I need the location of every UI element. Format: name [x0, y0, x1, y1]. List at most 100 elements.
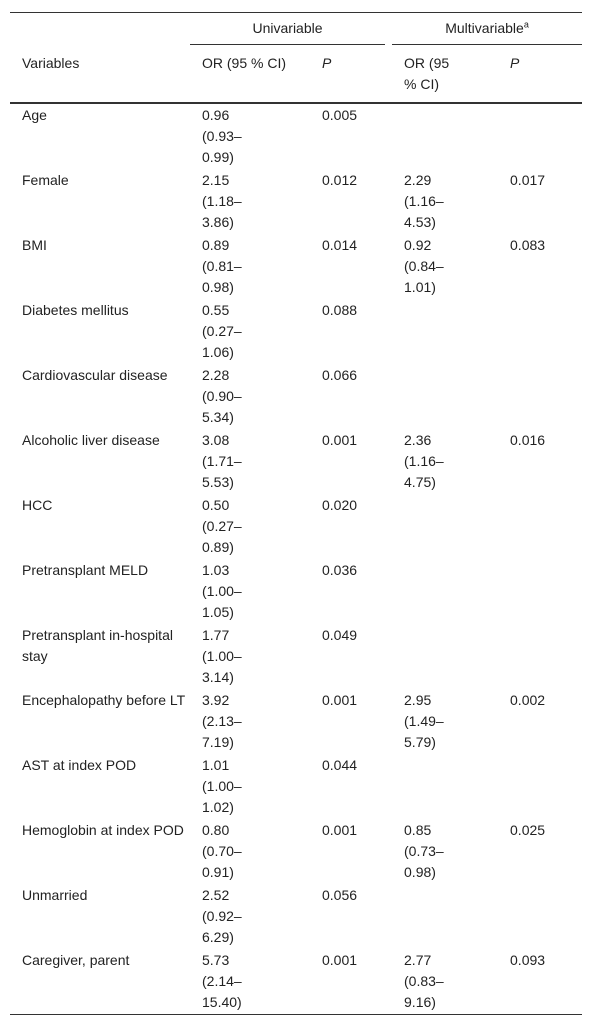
table-cell: Cardiovascular disease — [22, 367, 168, 383]
table-cell: 0.014 — [322, 237, 358, 253]
table-cell — [498, 754, 582, 819]
cell-text: 1.77 (1.00–3.14) — [202, 627, 242, 685]
results-table: Univariable Multivariablea Variables OR … — [10, 12, 583, 1015]
column-header: P — [310, 48, 393, 104]
cell-text: 0.96 (0.93–0.99) — [202, 107, 242, 165]
table-cell: 1.03 (1.00–1.05) — [190, 559, 310, 624]
column-header: Variables — [10, 48, 190, 104]
table-row: AST at index POD 1.01 (1.00–1.02) 0.044 — [10, 754, 582, 819]
table-cell: 0.80 (0.70–0.91) — [190, 819, 310, 884]
cell-text: 2.36 (1.16–4.75) — [404, 432, 444, 490]
table-cell: 2.29 (1.16–4.53) — [392, 169, 498, 234]
table-cell: Alcoholic liver disease — [22, 432, 160, 448]
table-cell — [498, 559, 582, 624]
table-cell: 0.001 — [322, 432, 358, 448]
group-header: Multivariablea — [392, 13, 583, 49]
table-cell: 5.73 (2.14–15.40) — [190, 949, 310, 1015]
cell-text: 1.03 (1.00–1.05) — [202, 562, 242, 620]
table-cell: Caregiver, parent — [22, 952, 130, 968]
table-cell: 2.52 (0.92–6.29) — [190, 884, 310, 949]
group-header: Univariable — [190, 13, 392, 49]
cell-text: 0.89 (0.81–0.98) — [202, 237, 242, 295]
table-cell: 0.036 — [322, 562, 358, 578]
table-cell: 2.15 (1.18–3.86) — [190, 169, 310, 234]
table-row: Hemoglobin at index POD 0.80 (0.70–0.91) 0… — [10, 819, 582, 884]
table-cell: 2.28 (0.90–5.34) — [190, 364, 310, 429]
empty-header — [10, 13, 190, 49]
cell-text: 3.08 (1.71–5.53) — [202, 432, 242, 490]
group-title: Univariable — [252, 20, 323, 36]
table-cell — [392, 754, 498, 819]
table-row: Encephalopathy before LT 3.92 (2.13–7.19)… — [10, 689, 582, 754]
table-cell: Encephalopathy before LT — [22, 692, 186, 708]
table-row: Female 2.15 (1.18–3.86) 0.012 2.29 (1.16–4.… — [10, 169, 582, 234]
table-cell — [392, 624, 498, 689]
table-cell: 0.093 — [510, 952, 546, 968]
table-cell: 0.044 — [322, 757, 358, 773]
table-row: BMI 0.89 (0.81–0.98) 0.014 0.92 (0.84–1.01)… — [10, 234, 582, 299]
cell-text: 2.52 (0.92–6.29) — [202, 887, 242, 945]
table-cell: Hemoglobin at index POD — [22, 822, 184, 838]
table-row: Unmarried 2.52 (0.92–6.29) 0.056 — [10, 884, 582, 949]
table-cell: 0.049 — [322, 627, 358, 643]
table-cell: BMI — [22, 237, 47, 253]
table-cell: 0.92 (0.84–1.01) — [392, 234, 498, 299]
table-row: Pretransplant MELD 1.03 (1.00–1.05) 0.036 — [10, 559, 582, 624]
table-cell: 0.012 — [322, 172, 358, 188]
table-cell — [392, 494, 498, 559]
cell-text: 2.77 (0.83–9.16) — [404, 952, 444, 1010]
cell-text: 2.28 (0.90–5.34) — [202, 367, 242, 425]
table-cell: 3.08 (1.71–5.53) — [190, 429, 310, 494]
table-cell: 0.55 (0.27–1.06) — [190, 299, 310, 364]
table-cell: 0.001 — [322, 952, 358, 968]
cell-text: 2.95 (1.49–5.79) — [404, 692, 444, 750]
table-cell: 0.017 — [510, 172, 546, 188]
cell-text: 2.29 (1.16–4.53) — [404, 172, 444, 230]
table-cell — [498, 299, 582, 364]
table-cell: 2.77 (0.83–9.16) — [392, 949, 498, 1015]
table-cell: 1.77 (1.00–3.14) — [190, 624, 310, 689]
table-body: Age 0.96 (0.93–0.99) 0.005 Female 2.15 (1.18… — [10, 103, 582, 1015]
table-cell: Diabetes mellitus — [22, 302, 129, 318]
cell-text: 5.73 (2.14–15.40) — [202, 952, 242, 1010]
table-cell: 0.016 — [510, 432, 546, 448]
table-cell: 0.066 — [322, 367, 358, 383]
table-cell: 0.002 — [510, 692, 546, 708]
table-cell: HCC — [22, 497, 53, 513]
table-cell: AST at index POD — [22, 757, 137, 773]
table-cell — [498, 624, 582, 689]
table-cell: 1.01 (1.00–1.02) — [190, 754, 310, 819]
table-cell — [392, 103, 498, 169]
table-cell — [498, 884, 582, 949]
table-cell — [498, 494, 582, 559]
table-cell: 2.36 (1.16–4.75) — [392, 429, 498, 494]
table-cell: Pretransplant in-hospital stay — [22, 627, 173, 664]
table-row: Alcoholic liver disease 3.08 (1.71–5.53) 0… — [10, 429, 582, 494]
cell-text: 0.80 (0.70–0.91) — [202, 822, 242, 880]
table-cell: 2.95 (1.49–5.79) — [392, 689, 498, 754]
table-cell: 0.083 — [510, 237, 546, 253]
footnote-mark: a — [523, 19, 529, 30]
column-header: OR (95 % CI) — [392, 48, 499, 104]
cell-text: 0.85 (0.73–0.98) — [404, 822, 444, 880]
table-row: Cardiovascular disease 2.28 (0.90–5.34) 0.… — [10, 364, 582, 429]
table-cell — [392, 884, 498, 949]
table-cell — [392, 559, 498, 624]
table-cell: 3.92 (2.13–7.19) — [190, 689, 310, 754]
table-cell: Age — [22, 107, 47, 123]
cell-text: 2.15 (1.18–3.86) — [202, 172, 242, 230]
table-cell: 0.89 (0.81–0.98) — [190, 234, 310, 299]
column-header: OR (95 % CI) — [190, 48, 310, 104]
cell-text: 3.92 (2.13–7.19) — [202, 692, 242, 750]
table-cell: 0.85 (0.73–0.98) — [392, 819, 498, 884]
table-cell: 0.056 — [322, 887, 358, 903]
table-cell: 0.020 — [322, 497, 358, 513]
table-cell: Pretransplant MELD — [22, 562, 149, 578]
table-cell: 0.025 — [510, 822, 546, 838]
table-row: Caregiver, parent 5.73 (2.14–15.40) 0.001 2… — [10, 949, 582, 1015]
cell-text: 1.01 (1.00–1.02) — [202, 757, 242, 815]
table-cell — [392, 364, 498, 429]
table-cell: 0.001 — [322, 692, 358, 708]
table-cell: 0.001 — [322, 822, 358, 838]
